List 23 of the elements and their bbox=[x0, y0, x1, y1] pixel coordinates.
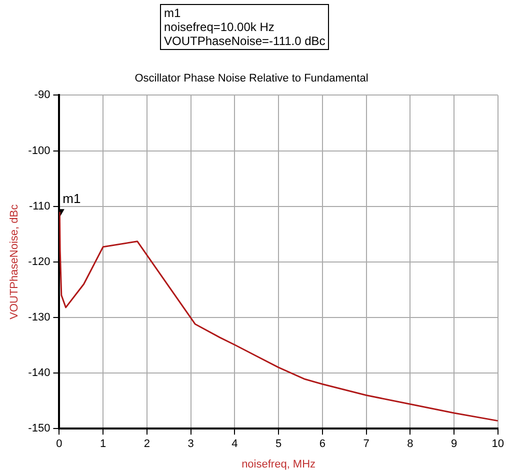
x-tick-label: 7 bbox=[363, 438, 370, 450]
x-tick-label: 6 bbox=[319, 438, 326, 450]
x-axis-title: noisefreq, MHz bbox=[242, 458, 316, 470]
chart-title: Oscillator Phase Noise Relative to Fundamental bbox=[134, 72, 368, 85]
y-tick-label: -130 bbox=[28, 312, 50, 324]
y-tick-label: -100 bbox=[28, 144, 50, 157]
y-tick-label: -140 bbox=[28, 367, 50, 380]
y-axis-title: VOUTPhaseNoise, dBc bbox=[8, 204, 21, 320]
x-tick-label: 0 bbox=[56, 438, 62, 450]
y-tick-label: -150 bbox=[28, 422, 50, 435]
x-tick-label: 1 bbox=[100, 438, 106, 450]
x-tick-label: 4 bbox=[232, 438, 238, 450]
y-tick-label: -120 bbox=[28, 256, 50, 268]
x-tick-label: 3 bbox=[188, 438, 194, 450]
y-tick-label: -110 bbox=[29, 200, 50, 212]
x-tick-label: 8 bbox=[407, 438, 414, 450]
x-tick-label: 10 bbox=[492, 438, 504, 450]
x-tick-label: 5 bbox=[275, 438, 282, 450]
x-tick-label: 9 bbox=[450, 438, 458, 450]
annotation: m1 bbox=[62, 190, 81, 206]
text: m1 noisefreq=10.00k Hz VOUTPhaseNoise=-111.0 dBc bbox=[160, 4, 330, 50]
y-tick-label: -90 bbox=[34, 89, 50, 102]
x-tick-label: 2 bbox=[144, 438, 150, 450]
